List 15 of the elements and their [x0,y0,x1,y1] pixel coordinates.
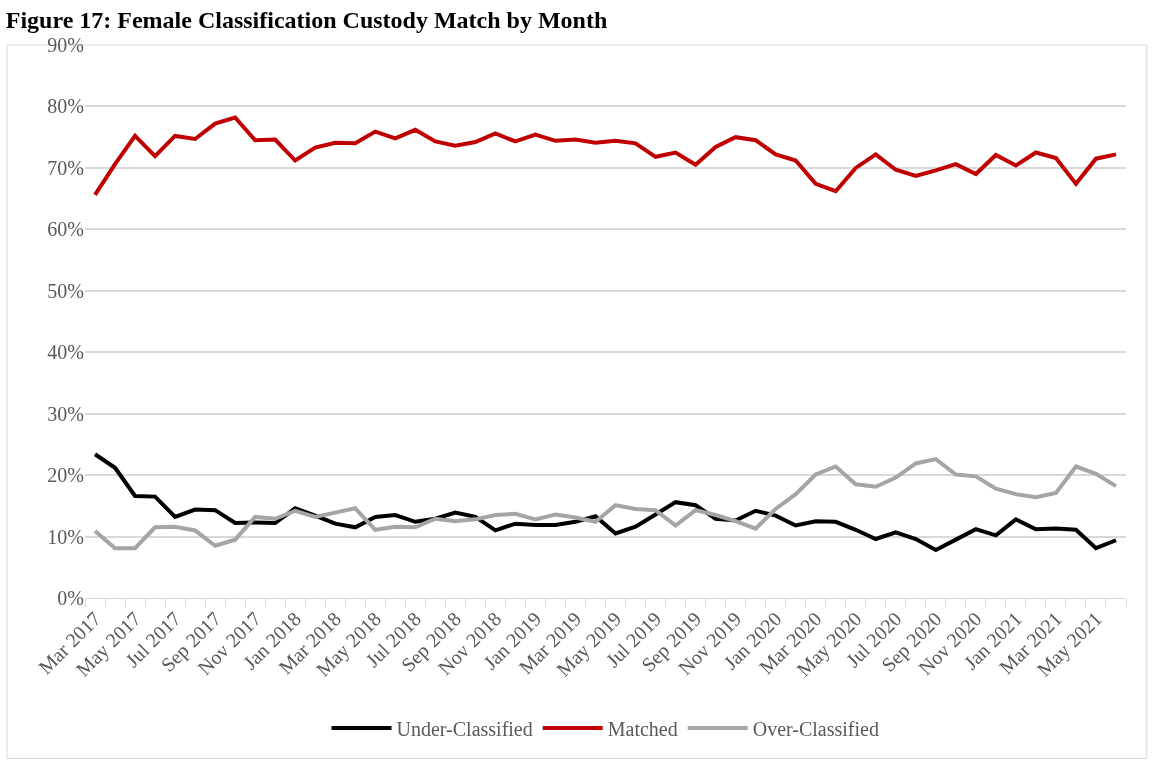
legend-label: Under-Classified [396,717,533,740]
y-tick-label: 20% [47,464,84,487]
legend-label: Over-Classified [752,717,879,740]
y-tick-label: 30% [47,402,84,425]
y-tick-label: 50% [47,279,84,302]
y-tick-label: 0% [57,587,84,609]
y-tick-label: 10% [47,525,84,548]
y-tick-label: 90% [47,34,84,56]
y-tick-label: 80% [47,95,84,118]
y-tick-label: 70% [47,156,84,179]
line-series [93,115,1118,197]
y-tick-label: 40% [47,341,84,364]
legend-label: Matched [607,717,678,740]
y-tick-label: 60% [47,218,84,241]
chart-title: Figure 17: Female Classification Custody Match by Month [5,7,608,34]
